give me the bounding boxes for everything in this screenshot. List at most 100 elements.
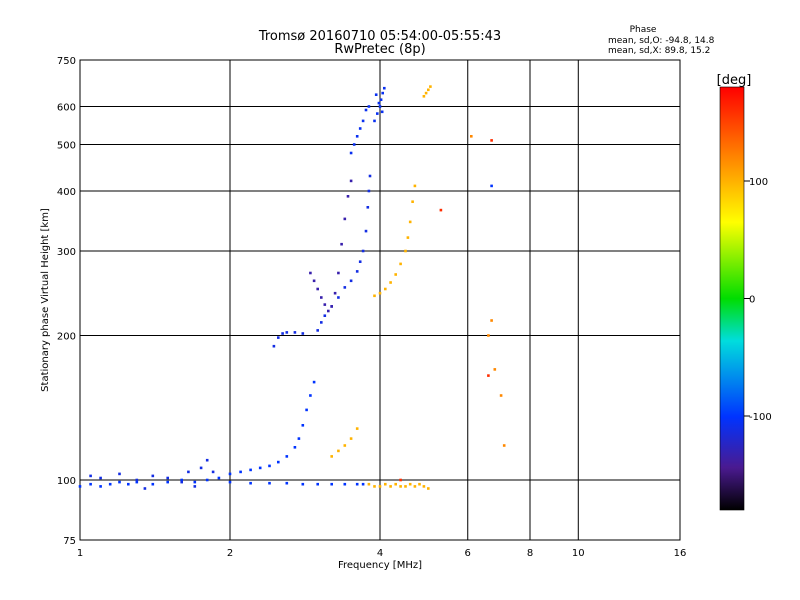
data-point [358,127,362,130]
data-point [301,424,305,427]
data-point [199,466,203,470]
data-point [305,408,308,412]
data-point [411,200,414,203]
data-point [320,321,323,324]
data-point [343,286,347,289]
data-point [327,309,330,313]
data-point [361,249,365,253]
data-point [394,482,397,486]
data-point [78,485,82,488]
data-point [309,394,312,397]
data-point [268,464,271,468]
data-point [384,287,387,291]
data-point [429,85,432,88]
data-point [399,262,402,266]
data-point [422,485,426,488]
data-point [118,472,121,476]
y-axis-ticks: 75 100 200 300 400 500 600 750 [57,56,76,547]
data-point [337,449,340,453]
x-tick-label: 1 [77,548,83,559]
x-axis-label: Frequency [MHz] [338,560,422,571]
data-point [399,485,402,488]
data-point [389,485,392,488]
data-point [367,482,371,486]
data-point [277,336,280,339]
data-point [427,487,430,490]
data-point [312,279,316,283]
data-point [127,482,130,486]
phase-stats-x-mode: mean, sd,X: 89.8, 15.2 [608,46,710,56]
data-point [166,476,169,480]
data-point [193,485,197,488]
colorbar-ticks: 100 0 -100 [744,177,772,423]
data-point [239,470,242,474]
data-point [378,485,382,488]
data-point [323,303,327,306]
y-tick-label: 750 [57,56,76,67]
data-point [285,331,289,334]
data-point [490,319,493,322]
data-point [349,279,353,283]
data-point [211,470,215,474]
data-point [151,474,155,478]
data-point [355,482,359,486]
data-point [404,485,407,488]
x-tick-label: 6 [465,548,471,559]
data-point [337,296,340,299]
data-point [135,478,139,482]
data-point [297,437,301,440]
data-point [301,482,305,486]
data-point [249,468,252,472]
data-point [364,229,368,233]
x-tick-label: 2 [227,548,233,559]
data-point [346,195,350,198]
colorbar-gradient [719,86,745,511]
data-point [89,474,92,478]
data-point [143,487,147,490]
phase-stats-heading: Phase [630,25,657,35]
data-point [281,332,284,335]
data-point [373,119,376,123]
data-point [408,220,412,224]
data-point [470,135,473,138]
data-point [337,271,340,275]
data-point [424,91,428,95]
y-axis-label: Stationary phase Virtual Height [km] [40,208,51,392]
data-point [408,482,412,486]
data-point [180,478,183,482]
data-point [151,482,155,486]
data-point [373,294,376,298]
data-point [366,206,370,209]
y-tick-label: 300 [57,247,76,258]
data-point [373,485,376,488]
data-point [323,314,327,317]
phase-stats-o-mode: mean, sd,O: -94.8, 14.8 [608,36,715,46]
data-point [364,108,368,112]
data-point [272,344,276,348]
data-point [285,455,289,458]
data-point [413,485,417,488]
data-point [320,296,323,299]
data-point [333,291,337,295]
data-point [343,217,347,221]
data-point [355,135,359,138]
colorbar: [deg] 100 0 -100 [717,73,772,511]
data-point [89,482,92,486]
data-point [490,139,493,142]
colorbar-label: [deg] [717,73,752,88]
chart-subtitle: RwPretec (8p) [334,42,425,57]
data-point [249,481,252,485]
data-point [349,151,353,155]
data-point [349,179,353,183]
data-point [394,273,397,276]
y-tick-label: 400 [57,187,76,198]
data-point [406,236,410,239]
data-point [301,332,305,335]
data-point [343,444,347,447]
data-point [258,466,262,470]
x-tick-label: 16 [674,548,687,559]
x-axis-ticks: 1 2 4 6 8 10 16 [77,548,687,559]
chart-title: Tromsø 20160710 05:54:00-05:55:43 [258,29,501,44]
data-point [490,184,493,188]
